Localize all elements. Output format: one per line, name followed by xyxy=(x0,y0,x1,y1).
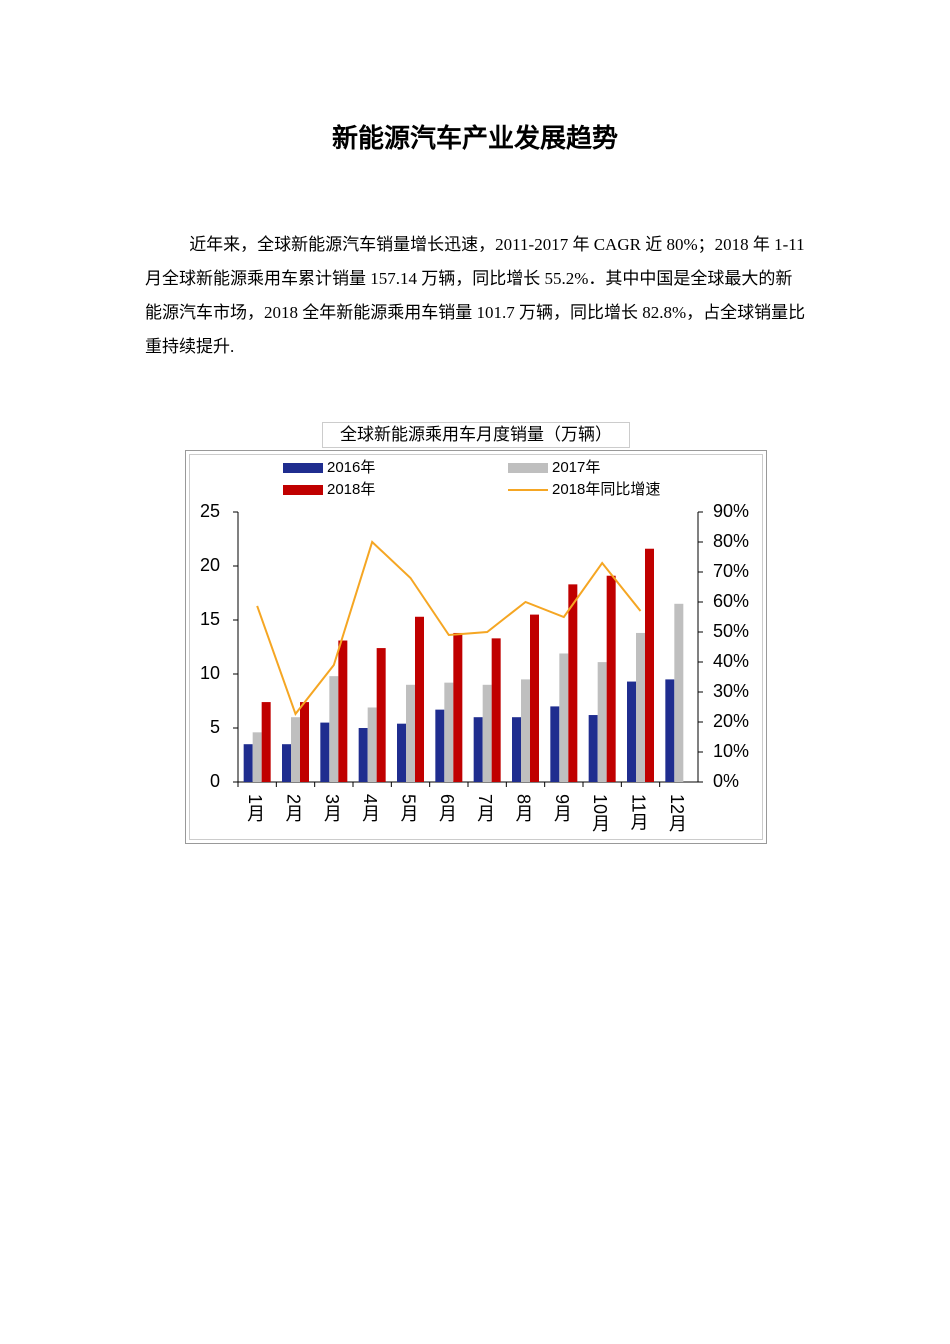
y2-tick-label: 60% xyxy=(713,591,749,611)
bar xyxy=(627,681,636,782)
bar xyxy=(530,614,539,782)
bar xyxy=(252,732,262,782)
legend-swatch xyxy=(283,463,323,473)
y-tick-label: 5 xyxy=(210,717,220,737)
bar xyxy=(665,679,675,782)
x-tick-label: 8月 xyxy=(514,794,534,822)
legend-swatch xyxy=(508,463,548,473)
bar xyxy=(243,744,253,782)
doc-title: 新能源汽车产业发展趋势 xyxy=(331,124,618,154)
bar xyxy=(291,717,300,782)
bar xyxy=(482,684,492,782)
x-tick-label: 1月 xyxy=(245,794,265,822)
legend-label: 2017年 xyxy=(552,459,600,476)
y2-tick-label: 90% xyxy=(713,501,749,521)
bar xyxy=(261,702,271,782)
y-tick-label: 25 xyxy=(200,501,220,521)
x-tick-label: 5月 xyxy=(399,794,419,822)
x-tick-label: 2月 xyxy=(284,794,304,822)
y2-tick-label: 30% xyxy=(713,681,749,701)
x-tick-label: 9月 xyxy=(552,794,572,822)
bar xyxy=(338,640,348,782)
bar xyxy=(415,616,424,782)
x-tick-label: 11月 xyxy=(629,794,649,831)
bar xyxy=(453,632,463,782)
bar xyxy=(329,676,339,782)
y2-tick-label: 0% xyxy=(713,771,739,791)
bar xyxy=(674,603,684,782)
bar xyxy=(550,706,560,782)
bar xyxy=(559,653,569,782)
x-tick-label: 12月 xyxy=(667,794,687,832)
bar xyxy=(300,702,309,782)
legend-swatch xyxy=(283,485,323,495)
y-tick-label: 20 xyxy=(200,555,220,575)
bar xyxy=(397,723,406,782)
bar xyxy=(606,575,616,782)
x-tick-label: 6月 xyxy=(437,794,457,822)
y2-tick-label: 20% xyxy=(713,711,749,731)
bar xyxy=(367,707,377,782)
x-tick-label: 10月 xyxy=(590,794,610,832)
x-tick-label: 4月 xyxy=(360,794,380,822)
chart: 0 5 10 15 20 25 0% 10% 20% 30% 40% 50% 60% 70% 80% 90% 1… xyxy=(185,450,767,844)
bar xyxy=(444,682,454,782)
bar xyxy=(588,715,598,782)
y2-tick-label: 70% xyxy=(713,561,749,581)
line xyxy=(256,540,642,716)
bar xyxy=(597,662,607,782)
legend-label: 2018年同比增速 xyxy=(552,481,660,498)
bar xyxy=(645,548,654,782)
y2-tick-label: 50% xyxy=(713,621,749,641)
bar xyxy=(358,728,368,782)
bar xyxy=(512,717,521,782)
bar xyxy=(435,709,445,782)
chart-caption: 全球新能源乘用车月度销量（万辆） xyxy=(322,422,630,448)
x-tick-label: 7月 xyxy=(475,794,495,822)
bar xyxy=(282,744,291,782)
bar xyxy=(376,648,386,782)
legend-label: 2018年 xyxy=(327,481,375,498)
y-tick-label: 0 xyxy=(210,771,220,791)
bar xyxy=(491,638,501,782)
y2-tick-label: 40% xyxy=(713,651,749,671)
bar xyxy=(320,722,330,782)
y-tick-label: 10 xyxy=(200,663,220,683)
x-tick-label: 3月 xyxy=(322,794,342,822)
bar xyxy=(568,584,578,782)
y2-tick-label: 10% xyxy=(713,741,749,761)
y-tick-label: 15 xyxy=(200,609,220,629)
bar xyxy=(521,679,530,782)
legend-label: 2016年 xyxy=(327,459,375,476)
y2-tick-label: 80% xyxy=(713,531,749,551)
bar xyxy=(636,632,645,782)
bar xyxy=(406,684,415,782)
bar xyxy=(473,717,483,782)
paragraph: 近年来，全球新能源汽车销量增长迅速，2011-2017 年 CAGR 近 80%… xyxy=(145,235,806,356)
